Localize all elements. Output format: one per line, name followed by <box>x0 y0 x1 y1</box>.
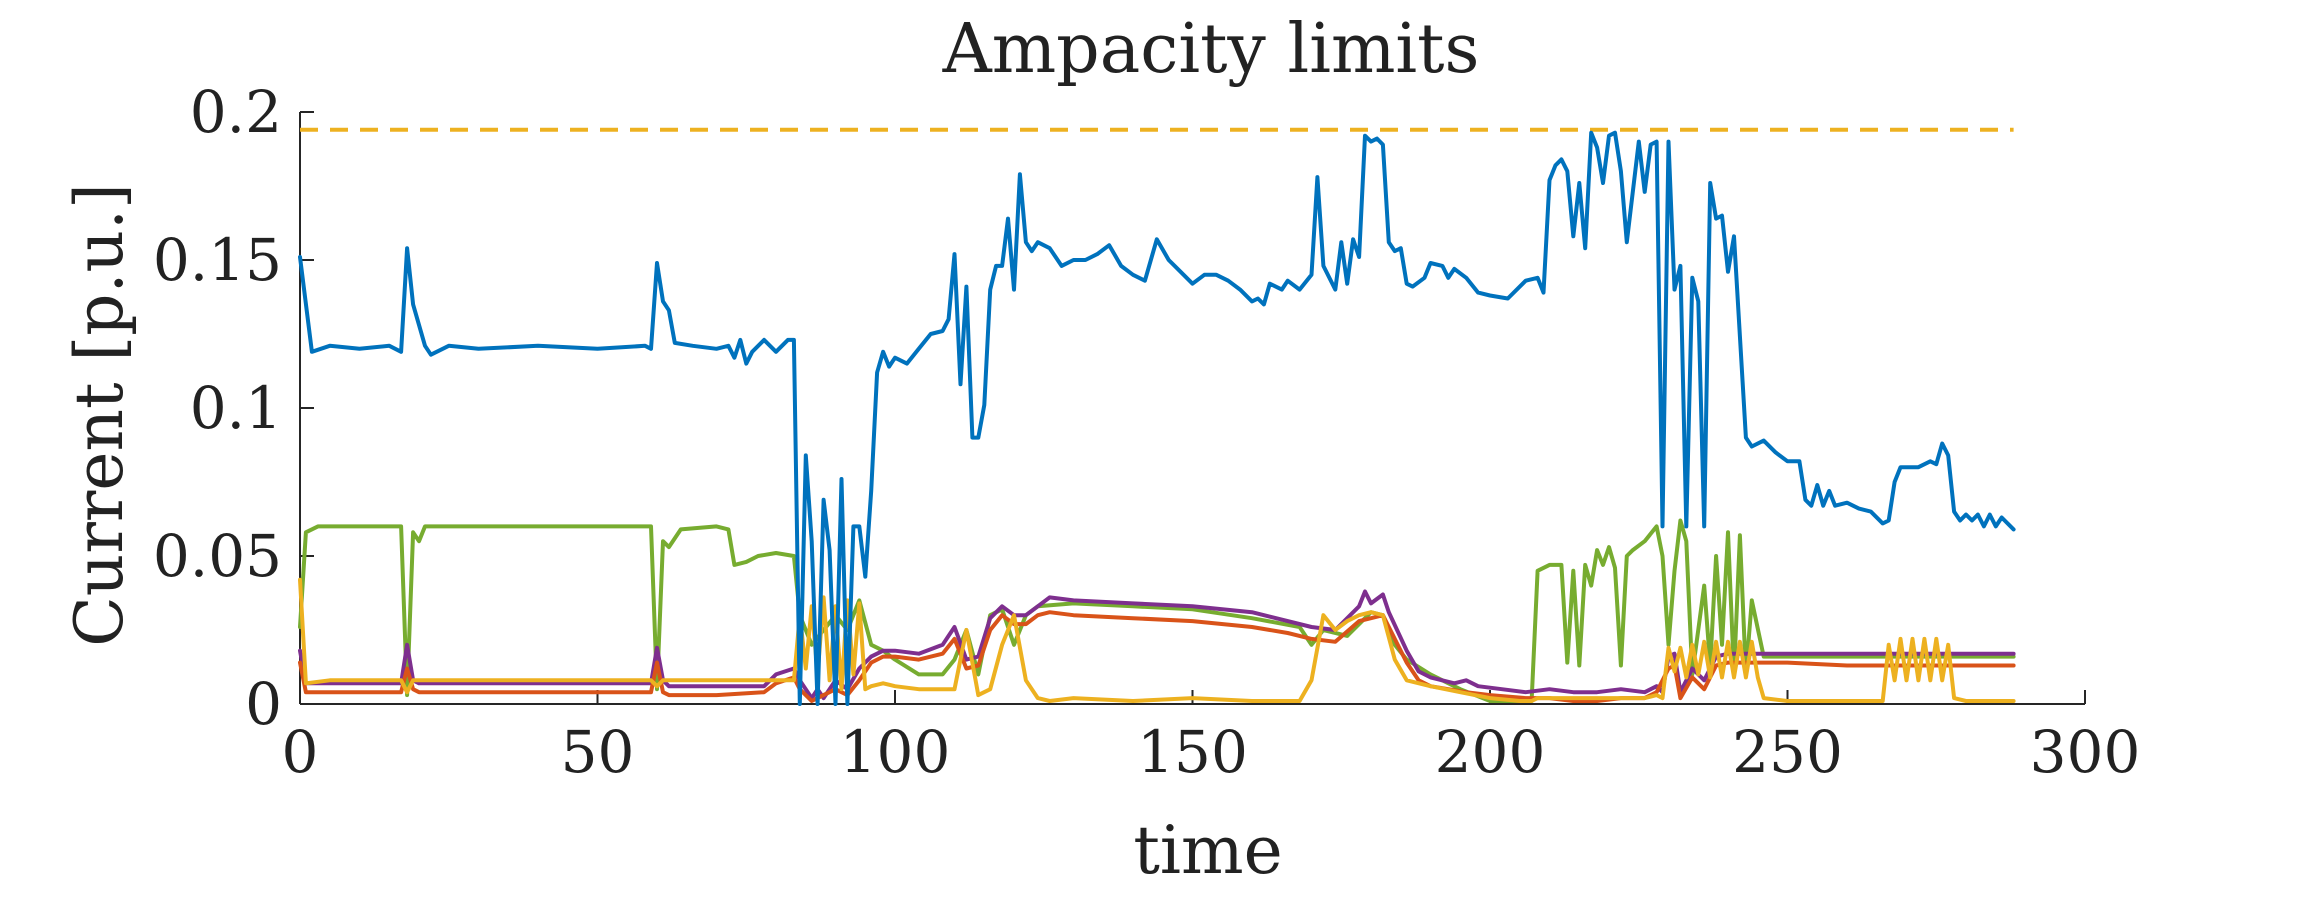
series-line-1 <box>298 130 2016 706</box>
x-tick-label: 0 <box>282 718 319 786</box>
y-tick-label: 0 <box>245 670 282 738</box>
ticks: 0 50 100 150 200 250 300 0 0.05 0.1 0.15 0.2 <box>153 78 2141 786</box>
x-axis-label: time <box>1133 812 1282 889</box>
y-axis-label: Current [p.u.] <box>61 183 138 646</box>
series-line-2 <box>298 518 2016 703</box>
axes <box>299 112 2085 705</box>
y-tick-label: 0.05 <box>153 522 282 590</box>
series-layer <box>298 127 2016 706</box>
y-tick-label: 0.15 <box>153 226 282 294</box>
series-line-4 <box>298 610 2016 703</box>
x-tick-label: 100 <box>840 718 951 786</box>
x-tick-label: 300 <box>2030 718 2141 786</box>
y-tick-label: 0.2 <box>190 78 282 146</box>
y-tick-label: 0.1 <box>190 374 282 442</box>
x-tick-label: 250 <box>1732 718 1843 786</box>
x-tick-label: 50 <box>561 718 635 786</box>
x-tick-label: 200 <box>1435 718 1546 786</box>
x-tick-label: 150 <box>1137 718 1248 786</box>
chart-title: Ampacity limits <box>942 10 1480 89</box>
